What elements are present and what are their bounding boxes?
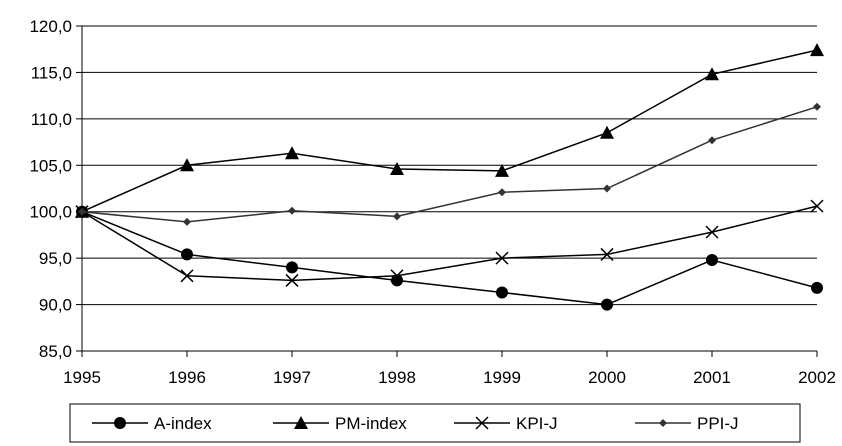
data-point bbox=[391, 274, 403, 287]
x-tick-label: 1997 bbox=[273, 368, 311, 387]
series-layer bbox=[75, 43, 824, 311]
series-line bbox=[81, 211, 818, 306]
data-point bbox=[813, 102, 821, 111]
y-tick-label: 115,0 bbox=[31, 63, 72, 82]
legend-label: KPI-J bbox=[516, 414, 558, 433]
y-tick-label: 90,0 bbox=[39, 296, 72, 315]
data-point bbox=[600, 125, 614, 139]
data-point bbox=[810, 199, 824, 213]
data-point bbox=[495, 163, 509, 177]
data-point bbox=[811, 281, 823, 294]
x-tick-label: 2002 bbox=[798, 368, 836, 387]
data-point bbox=[498, 188, 506, 197]
y-tick-label: 95,0 bbox=[39, 249, 72, 268]
legend-marker bbox=[475, 416, 489, 430]
gridlines bbox=[82, 25, 817, 306]
legend-label: PM-index bbox=[335, 414, 407, 433]
data-point bbox=[705, 67, 719, 81]
data-point bbox=[810, 43, 824, 57]
x-tick-label: 1995 bbox=[63, 368, 101, 387]
y-tick-labels: 85,0 90,0 95,0 100,0 105,0 110,0 115,0 120,0 bbox=[29, 17, 72, 361]
data-point bbox=[286, 261, 298, 274]
data-point bbox=[390, 269, 404, 283]
data-point bbox=[390, 162, 404, 175]
series-line bbox=[81, 205, 818, 282]
y-tick-label: 110,0 bbox=[31, 110, 72, 129]
series-kpi-j bbox=[75, 199, 824, 287]
legend-item: KPI-J bbox=[454, 414, 558, 433]
y-tick-label: 105,0 bbox=[29, 156, 72, 175]
legend-item: PM-index bbox=[273, 414, 407, 433]
legend-marker bbox=[659, 419, 667, 427]
data-point bbox=[603, 184, 611, 193]
data-point bbox=[393, 212, 401, 221]
series-line bbox=[81, 106, 818, 223]
y-tick-label: 100,0 bbox=[29, 203, 72, 222]
legend-label: PPI-J bbox=[697, 414, 739, 433]
x-tick-label: 1998 bbox=[378, 368, 416, 387]
legend-marker bbox=[294, 416, 308, 429]
data-point bbox=[180, 158, 194, 172]
series-line bbox=[81, 49, 818, 213]
data-point bbox=[495, 251, 509, 265]
legend: A-index PM-index KPI-J PPI-J bbox=[69, 403, 801, 443]
data-point bbox=[600, 247, 614, 261]
x-tick-label: 1999 bbox=[483, 368, 521, 387]
y-tick-label: 85,0 bbox=[39, 342, 72, 361]
data-point bbox=[78, 207, 86, 216]
data-point bbox=[288, 206, 296, 215]
series-pm-index bbox=[75, 43, 824, 218]
legend-item: PPI-J bbox=[635, 414, 739, 433]
data-point bbox=[601, 298, 613, 311]
legend-marker bbox=[114, 417, 126, 429]
legend-item: A-index bbox=[92, 414, 212, 433]
x-tick-label: 1996 bbox=[168, 368, 206, 387]
data-point bbox=[183, 217, 191, 226]
y-tick-label: 120,0 bbox=[29, 17, 72, 36]
series-ppi-j bbox=[78, 102, 821, 226]
axes bbox=[76, 25, 818, 357]
data-point bbox=[181, 248, 193, 261]
data-point bbox=[285, 273, 299, 287]
data-point bbox=[180, 269, 194, 283]
x-tick-labels: 1995 1996 1997 1998 1999 2000 2001 2002 bbox=[63, 368, 836, 387]
data-point bbox=[705, 225, 719, 239]
legend-label: A-index bbox=[154, 414, 212, 433]
data-point bbox=[285, 146, 299, 160]
x-tick-label: 2000 bbox=[588, 368, 626, 387]
data-point bbox=[496, 286, 508, 299]
x-tick-label: 2001 bbox=[693, 368, 731, 387]
data-point bbox=[706, 254, 718, 266]
data-point bbox=[708, 136, 716, 145]
